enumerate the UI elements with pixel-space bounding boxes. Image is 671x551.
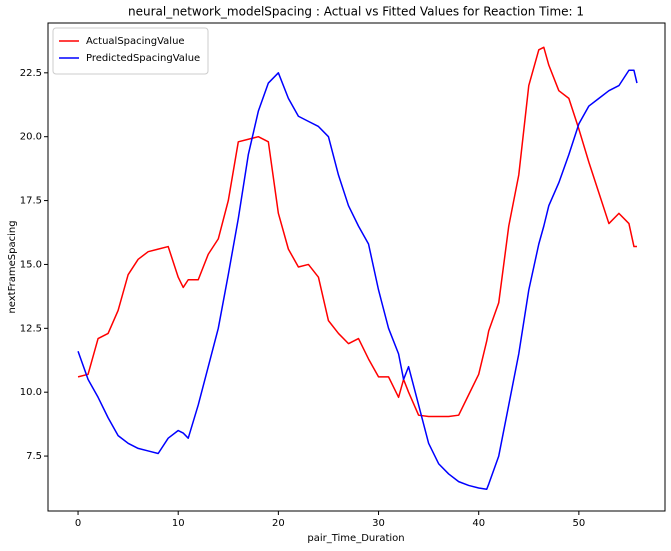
- y-tick-label: 7.5: [26, 451, 42, 462]
- x-tick-label: 40: [472, 518, 485, 529]
- chart-title: neural_network_modelSpacing : Actual vs …: [128, 5, 584, 19]
- legend-box: [52, 27, 209, 75]
- x-axis-label: pair_Time_Duration: [307, 533, 404, 544]
- legend-label: PredictedSpacingValue: [86, 53, 200, 64]
- x-tick-label: 30: [372, 518, 385, 529]
- x-tick-label: 10: [172, 518, 185, 529]
- x-tick-label: 0: [75, 518, 81, 529]
- data-line: [77, 46, 637, 418]
- x-tick-label: 20: [272, 518, 285, 529]
- x-tick-label: 50: [572, 518, 585, 529]
- y-tick-label: 22.5: [20, 68, 42, 79]
- y-tick-label: 15.0: [20, 259, 42, 270]
- y-tick-label: 17.5: [20, 196, 42, 207]
- y-axis-label: nextFrameSpacing: [7, 220, 18, 313]
- data-line: [77, 69, 638, 491]
- y-tick-label: 10.0: [20, 387, 42, 398]
- y-tick-label: 20.0: [20, 132, 42, 143]
- plot-frame: [47, 22, 666, 512]
- legend-label: ActualSpacingValue: [86, 36, 185, 47]
- y-tick-label: 12.5: [20, 323, 42, 334]
